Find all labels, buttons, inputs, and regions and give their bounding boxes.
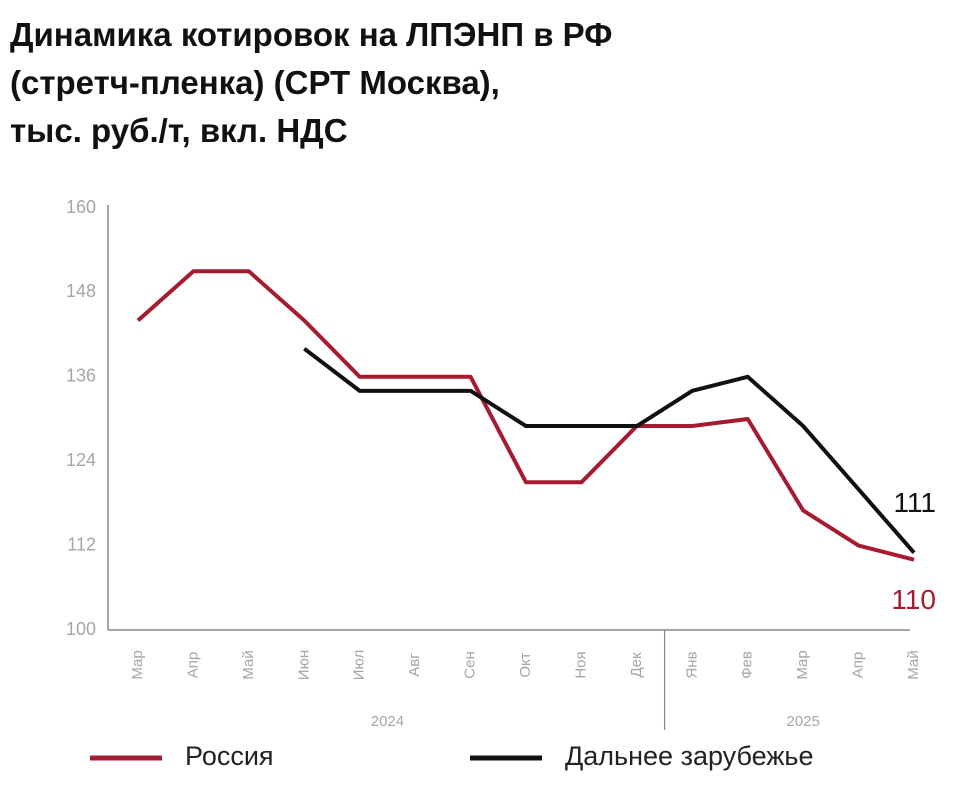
end-label: 111 — [893, 487, 936, 518]
y-tick-label: 124 — [66, 450, 96, 470]
legend-label: Дальнее зарубежье — [565, 741, 814, 771]
y-tick-label: 100 — [66, 619, 96, 639]
x-tick-label: Янв — [683, 651, 700, 678]
x-tick-label: Окт — [517, 652, 534, 677]
series-line — [136, 269, 915, 562]
x-tick-label: Май — [240, 650, 257, 679]
x-tick-label: Ноя — [572, 651, 589, 678]
x-tick-label: Июн — [295, 650, 312, 680]
x-tick-label: Мар — [794, 650, 811, 679]
y-tick-label: 112 — [67, 534, 96, 554]
end-label: 110 — [891, 584, 936, 615]
x-tick-label: Май — [905, 650, 922, 679]
year-label: 2024 — [371, 713, 404, 730]
legend-label: Россия — [185, 741, 274, 771]
x-tick-label: Сен — [462, 651, 479, 678]
y-tick-label: 136 — [66, 366, 96, 386]
chart-title: Динамика котировок на ЛПЭНП в РФ — [10, 16, 612, 53]
x-tick-label: Апр — [184, 652, 201, 678]
x-tick-label: Авг — [406, 653, 423, 677]
year-label: 2025 — [786, 713, 819, 730]
chart-title: (стретч-пленка) (СРТ Москва), — [10, 64, 500, 101]
y-tick-label: 148 — [66, 281, 96, 301]
x-tick-label: Апр — [850, 652, 867, 678]
y-tick-label: 160 — [66, 197, 96, 217]
series-line — [303, 347, 916, 554]
x-tick-label: Мар — [129, 650, 146, 679]
x-tick-label: Дек — [628, 652, 645, 678]
x-tick-label: Фев — [739, 651, 756, 679]
x-tick-label: Июл — [351, 650, 368, 680]
chart-title: тыс. руб./т, вкл. НДС — [10, 112, 348, 149]
